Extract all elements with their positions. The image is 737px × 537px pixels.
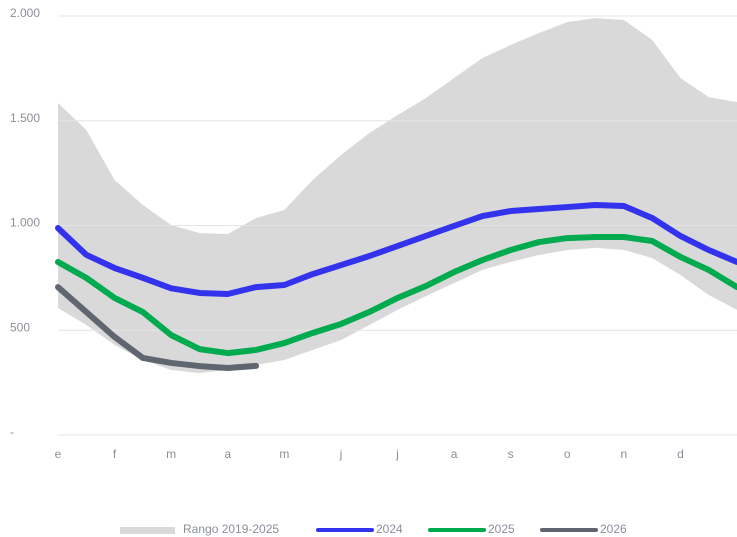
x-tick-label: m: [166, 447, 176, 461]
grid-layer: - 500 1.000 1.500 2.000: [10, 6, 737, 439]
legend-label: Rango 2019-2025: [183, 522, 279, 536]
y-tick-label: -: [10, 425, 14, 439]
series-line: [55, 201, 737, 298]
legend-label: 2025: [488, 522, 515, 536]
x-tick-label: n: [620, 447, 627, 461]
x-tick-label: a: [451, 447, 458, 461]
range-band: [58, 18, 737, 373]
y-tick-label: 2.000: [10, 6, 40, 20]
x-tick-label: a: [224, 447, 231, 461]
x-tick-label: j: [339, 447, 343, 461]
x-tick-label: d: [677, 447, 684, 461]
y-tick-label: 500: [10, 320, 30, 334]
x-tick-label: e: [55, 447, 62, 461]
legend-swatch: [120, 527, 175, 534]
legend-label: 2024: [376, 522, 403, 536]
x-tick-label: s: [508, 447, 514, 461]
x-tick-label: m: [279, 447, 289, 461]
band-layer: [58, 18, 737, 373]
legend-label: 2026: [600, 522, 627, 536]
y-tick-label: 1.000: [10, 216, 40, 230]
series-line: [55, 234, 737, 357]
x-tick-label: o: [564, 447, 571, 461]
x-tick-label: j: [395, 447, 399, 461]
series-line: [55, 284, 260, 371]
y-tick-label: 1.500: [10, 111, 40, 125]
x-tick-label: f: [113, 447, 117, 461]
legend: Rango 2019-2025 2024 2025 2026: [120, 522, 627, 536]
